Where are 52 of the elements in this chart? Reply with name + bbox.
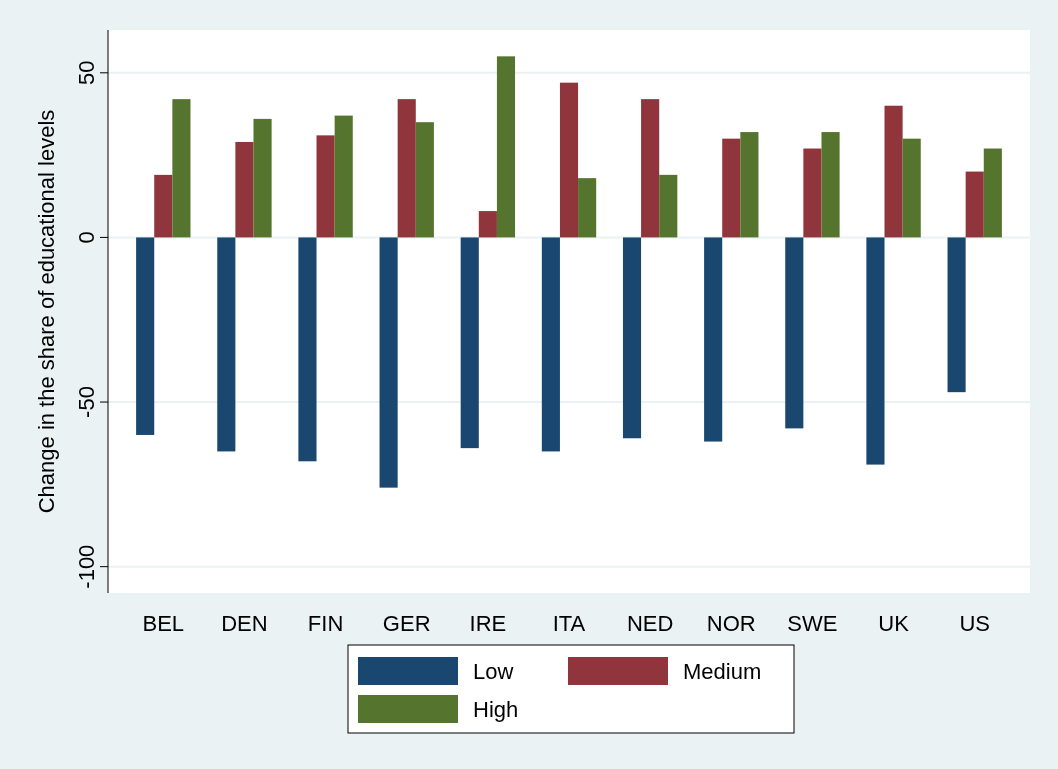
y-tick-label: -100	[74, 544, 99, 589]
x-tick-label: UK	[878, 611, 910, 637]
y-tick-label: 50	[74, 60, 99, 86]
bar	[821, 132, 840, 238]
y-tick-label: -50	[74, 386, 99, 418]
x-tick-label: BEL	[142, 611, 185, 637]
bar	[740, 132, 759, 238]
bar	[947, 237, 966, 393]
legend-label: Low	[473, 659, 514, 684]
bar	[478, 211, 497, 238]
bar	[659, 174, 678, 238]
bar	[785, 237, 804, 429]
x-tick-label: NOR	[706, 611, 756, 637]
bar	[217, 237, 236, 452]
bar	[415, 122, 434, 238]
bar	[965, 171, 984, 238]
bar	[866, 237, 885, 465]
bar	[253, 118, 272, 238]
x-tick-label: FIN	[307, 611, 344, 637]
x-tick-label: GER	[382, 611, 431, 637]
bar	[622, 237, 642, 439]
y-tick-label: 0	[74, 231, 99, 244]
bar	[316, 135, 335, 238]
bar	[235, 141, 254, 238]
bar	[983, 148, 1002, 238]
legend-label: High	[473, 697, 519, 722]
bar	[334, 115, 353, 238]
legend-label: Medium	[683, 659, 762, 684]
bar	[884, 105, 903, 238]
bar	[172, 99, 191, 238]
bar	[722, 138, 741, 238]
x-tick-label: SWE	[787, 611, 838, 637]
x-tick-label: US	[959, 611, 990, 637]
bar	[379, 237, 398, 488]
bar	[902, 138, 921, 238]
x-tick-label: NED	[626, 611, 674, 637]
bar	[136, 237, 155, 435]
bar	[397, 99, 416, 238]
bar	[559, 82, 579, 238]
x-tick-label: DEN	[221, 611, 268, 637]
bar	[803, 148, 822, 238]
x-tick-label: IRE	[469, 611, 507, 637]
bar	[541, 237, 560, 452]
bar	[460, 237, 479, 449]
bar	[154, 174, 173, 238]
y-axis-title: Change in the share of educational levels	[34, 109, 59, 514]
bar	[496, 56, 516, 238]
bar	[298, 237, 317, 462]
bar	[641, 99, 660, 238]
x-tick-label: ITA	[552, 611, 586, 637]
bar	[704, 237, 723, 442]
bar	[578, 178, 597, 238]
